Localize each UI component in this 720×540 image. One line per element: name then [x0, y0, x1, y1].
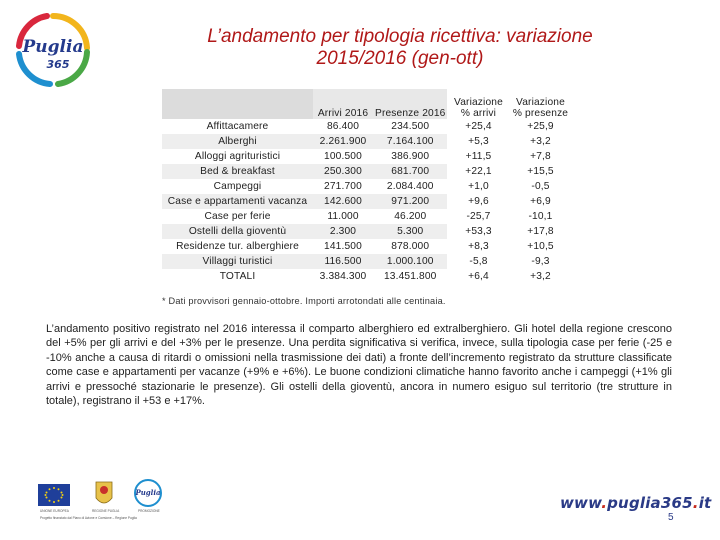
cell-arrivi: 142.600 [313, 194, 373, 209]
header-blank-cell [162, 89, 313, 119]
cell-var-arrivi: +9,6 [468, 196, 489, 207]
table-footnote: * Dati provvisori gennaio-ottobre. Impor… [162, 296, 446, 306]
cell-var-arrivi: +8,3 [468, 241, 489, 252]
cell-var-presenze: +3,2 [530, 271, 551, 282]
cell-presenze: 7.164.100 [373, 134, 448, 149]
regione-puglia-crest-icon [95, 481, 113, 504]
eu-flag-icon [38, 484, 70, 506]
title-line-1: L’andamento per tipologia ricettiva: var… [207, 26, 593, 47]
header-var-presenze: Variazione % presenze [509, 89, 571, 119]
cell-var-presenze: +25,9 [527, 121, 554, 132]
svg-text:Puglia: Puglia [134, 488, 161, 497]
cell-arrivi: 250.300 [313, 164, 373, 179]
cell-presenze: 46.200 [394, 211, 427, 222]
cell-arrivi: 2.261.900 [313, 134, 373, 149]
cell-presenze: 234.500 [391, 121, 430, 132]
cell-arrivi: 3.384.300 [319, 271, 367, 282]
row-label: Alberghi [162, 134, 313, 149]
cell-var-arrivi: +5,3 [468, 136, 489, 147]
cell-var-presenze: +7,8 [530, 151, 551, 162]
analysis-paragraph: L’andamento positivo registrato nel 2016… [46, 323, 672, 408]
cell-presenze: 5.300 [373, 224, 448, 239]
table-header-row: Arrivi 2016 Presenze 2016 Variazione % a… [162, 89, 571, 119]
puglia-promozione-logo-icon: Puglia [134, 479, 162, 507]
table-row: Case e appartamenti vacanza 142.600 971.20… [162, 194, 571, 209]
row-label: Case e appartamenti vacanza [162, 194, 313, 209]
table-row: Villaggi turistici 116.500 1.000.100 -5,8 -9… [162, 254, 571, 269]
cell-arrivi: 86.400 [326, 121, 360, 132]
website-url[interactable]: www.puglia365.it [560, 494, 711, 512]
logo-number: 365 [47, 58, 70, 71]
cell-var-arrivi: +1,0 [468, 181, 489, 192]
cell-var-arrivi: +25,4 [465, 121, 492, 132]
table-row: Residenze tur. alberghiere 141.500 878.000… [162, 239, 571, 254]
cell-arrivi: 100.500 [324, 151, 362, 162]
row-label: Case per ferie [204, 211, 271, 222]
cell-presenze: 1.000.100 [373, 254, 448, 269]
cell-presenze: 13.451.800 [383, 271, 437, 282]
header-arrivi: Arrivi 2016 [313, 89, 373, 119]
cell-var-presenze: -9,3 [531, 256, 550, 267]
partner-label-regione: REGIONE PUGLIA [92, 509, 120, 513]
url-prefix: www [560, 494, 602, 512]
row-label: Alloggi agrituristici [194, 151, 281, 162]
header-var-arrivi-text: Variazione % arrivi [454, 97, 503, 119]
page-title: L’andamento per tipologia ricettiva: var… [150, 26, 650, 70]
tipologia-table: Arrivi 2016 Presenze 2016 Variazione % a… [162, 89, 571, 284]
puglia365-logo: Puglia 365 [16, 12, 90, 87]
cell-var-presenze: +15,5 [527, 166, 554, 177]
cell-var-arrivi: +11,5 [465, 151, 492, 162]
table-row: Bed & breakfast 250.300 681.700 +22,1 +15,5 [162, 164, 571, 179]
cell-arrivi: 141.500 [324, 241, 362, 252]
row-label: Ostelli della gioventù [162, 224, 313, 239]
table-row: Ostelli della gioventù 2.300 5.300 +53,3 +17… [162, 224, 571, 239]
cell-var-arrivi: +53,3 [465, 226, 492, 237]
table-row: Campeggi 271.700 2.084.400 +1,0 -0,5 [162, 179, 571, 194]
page-number: 5 [668, 512, 674, 523]
partner-label-promozione: PROMOZIONE [138, 509, 160, 513]
cell-var-presenze: -10,1 [528, 211, 553, 222]
cell-var-arrivi: +6,4 [468, 271, 489, 282]
table-row: Case per ferie 11.000 46.200 -25,7 -10,1 [162, 209, 571, 224]
url-dot-2: . [692, 494, 699, 512]
url-dot-1: . [601, 494, 608, 512]
row-label: Bed & breakfast [162, 164, 313, 179]
partner-label-eu: UNIONE EUROPEA [40, 509, 70, 513]
table-row: Affittacamere 86.400 234.500 +25,4 +25,9 [162, 119, 571, 134]
row-label: Residenze tur. alberghiere [176, 241, 299, 252]
cell-var-presenze: +17,8 [527, 226, 554, 237]
funding-note: Progetto finanziato dal Piano di Azione … [40, 516, 137, 520]
row-label: Villaggi turistici [162, 254, 313, 269]
table-row: Alberghi 2.261.900 7.164.100 +5,3 +3,2 [162, 134, 571, 149]
cell-var-arrivi: +22,1 [465, 166, 492, 177]
logo-wordmark: Puglia [22, 37, 84, 57]
cell-presenze: 386.900 [391, 151, 430, 162]
cell-var-presenze: +3,2 [530, 136, 551, 147]
url-tld: it [698, 494, 712, 512]
cell-var-arrivi: -5,8 [469, 256, 488, 267]
row-label: TOTALI [219, 271, 256, 282]
cell-presenze: 878.000 [391, 241, 430, 252]
url-main: puglia365 [607, 494, 693, 512]
cell-var-arrivi: -25,7 [466, 211, 491, 222]
cell-var-presenze: +6,9 [530, 196, 551, 207]
table-row: TOTALI 3.384.300 13.451.800 +6,4 +3,2 [162, 269, 571, 284]
row-label: Campeggi [213, 181, 262, 192]
row-label: Affittacamere [206, 121, 269, 132]
cell-arrivi: 2.300 [313, 224, 373, 239]
cell-presenze: 2.084.400 [386, 181, 434, 192]
cell-arrivi: 271.700 [324, 181, 362, 192]
cell-var-presenze: +10,5 [527, 241, 554, 252]
table-row: Alloggi agrituristici 100.500 386.900 +11,5… [162, 149, 571, 164]
cell-presenze: 971.200 [373, 194, 448, 209]
cell-arrivi: 11.000 [327, 211, 359, 222]
cell-presenze: 681.700 [373, 164, 448, 179]
header-var-presenze-text: Variazione % presenze [512, 97, 569, 119]
cell-arrivi: 116.500 [313, 254, 373, 269]
cell-var-presenze: -0,5 [531, 181, 550, 192]
title-line-2: 2015/2016 (gen-ott) [316, 48, 484, 69]
header-var-arrivi: Variazione % arrivi [447, 89, 509, 119]
partner-logos: Puglia UNIONE EUROPEA REGIONE PUGLIA PRO… [38, 479, 162, 520]
header-presenze: Presenze 2016 [373, 89, 448, 119]
